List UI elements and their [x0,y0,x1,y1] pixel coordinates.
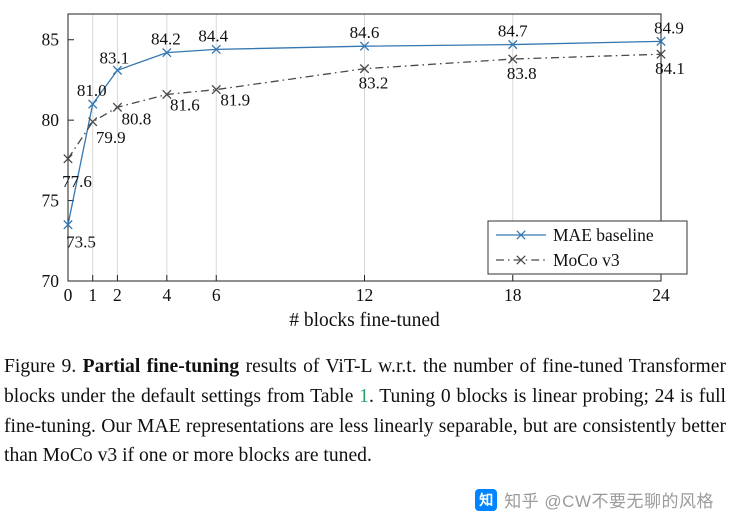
y-tick-label: 85 [42,30,60,50]
data-point-marker [162,47,172,58]
data-point-label: 81.9 [220,91,250,110]
series-line [67,40,662,225]
data-point-marker [516,255,526,265]
x-axis-label: # blocks fine-tuned [289,310,440,331]
data-point-marker [88,99,98,109]
data-point-label: 84.6 [350,23,380,42]
data-point-label: 80.8 [122,109,152,128]
data-point-marker [359,41,370,51]
data-point-label: 73.5 [66,233,96,252]
data-point-label: 77.6 [62,172,92,191]
data-point-label: 81.0 [77,81,107,100]
data-point-label: 83.8 [507,64,537,83]
data-point-label: 84.7 [498,22,528,41]
caption-bold-phrase: Partial fine-tuning [82,356,240,377]
data-point-label: 84.1 [655,59,685,78]
data-point-marker [656,49,666,59]
x-tick-label: 24 [652,285,670,305]
figure-caption: Figure 9. Partial fine-tuning results of… [4,352,726,471]
legend-label: MoCo v3 [553,250,620,270]
data-point-marker [508,54,518,64]
x-tick-label: 4 [162,285,171,305]
legend-box [487,220,688,275]
data-point-marker [359,64,370,74]
x-tick-label: 1 [88,285,97,305]
data-point-marker [162,89,172,100]
y-tick-label: 70 [42,271,60,291]
data-point-label: 81.6 [170,95,200,114]
x-tick-label: 0 [64,285,73,305]
data-point-label: 84.9 [654,18,684,37]
data-point-marker [63,154,73,164]
data-point-label: 83.2 [359,74,389,93]
caption-rest: . Tuning 0 blocks is linear probing; 24 … [4,385,726,467]
data-point-marker [88,117,98,127]
data-point-marker [112,65,123,75]
data-point-marker [211,84,221,95]
data-point-label: 83.1 [100,48,130,67]
legend-label: MAE baseline [553,225,654,245]
x-tick-label: 2 [113,285,122,305]
watermark-text: 知乎 @CW不要无聊的风格 [504,492,714,511]
x-tick-label: 18 [504,285,522,305]
data-point-label: 84.2 [151,30,181,49]
data-point-marker [516,230,526,240]
data-point-marker [508,39,518,50]
caption-mid: results of ViT-L w.r.t. the number of fi… [4,356,726,407]
series-line [67,53,662,160]
data-point-marker [656,36,666,47]
y-tick-label: 75 [42,191,60,211]
table-ref-link[interactable]: 1 [359,385,369,407]
caption-prefix: Figure 9. [4,356,83,377]
watermark: 知 知乎 @CW不要无聊的风格 [475,487,714,512]
zhihu-logo-icon: 知 [475,488,498,511]
data-point-label: 79.9 [96,128,126,147]
data-point-marker [211,44,221,55]
data-point-marker [112,102,123,112]
x-tick-label: 12 [356,285,374,305]
chart-area: 0 1 2 4 6 12 18 24 70 75 80 85 # blocks fine-tuned 73… [42,13,688,331]
x-tick-label: 6 [212,285,221,305]
data-point-label: 84.4 [198,26,228,45]
y-tick-label: 80 [42,110,60,130]
data-point-marker [63,220,73,230]
